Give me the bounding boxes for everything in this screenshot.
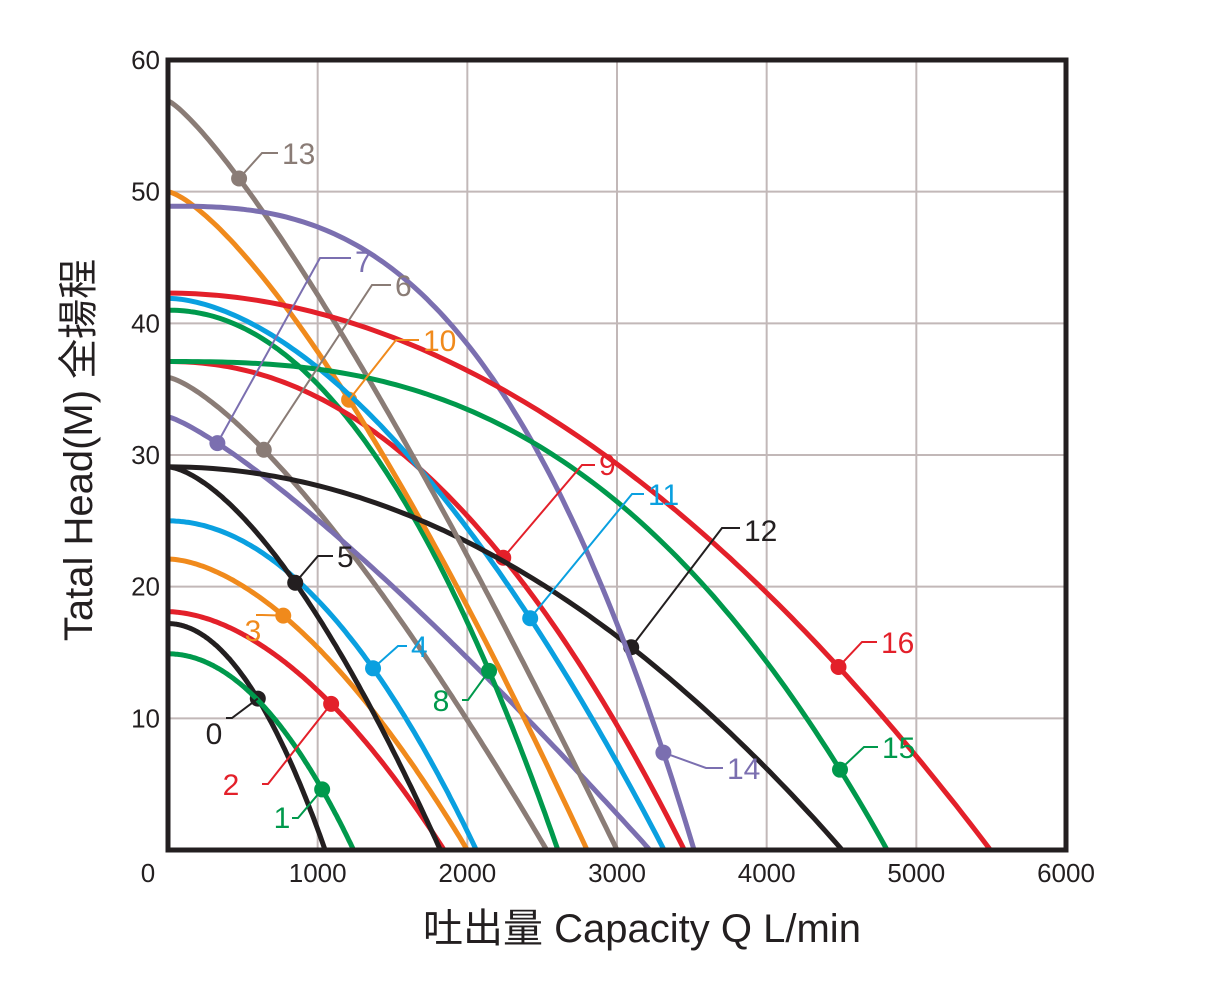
leader-line-9 [502,464,595,559]
curve-label-7: 7 [355,246,372,279]
x-tick-label: 1000 [289,858,347,888]
leader-line-5 [294,555,333,584]
leader-line-16 [837,641,877,668]
x-axis-title: 吐出量 Capacity Q L/min [423,907,861,951]
y-tick-label: 60 [131,45,160,75]
curve-14 [168,203,697,851]
leader-line-10 [348,339,419,401]
curve-0 [167,621,328,851]
curve-label-0: 0 [206,718,223,751]
curves [166,98,993,852]
curve-label-6: 6 [395,270,412,303]
curve-label-15: 15 [882,732,915,765]
curve-label-13: 13 [282,138,315,171]
curve-label-12: 12 [744,515,777,548]
x-tick-label: 2000 [438,858,496,888]
curve-label-16: 16 [881,627,914,660]
leader-line-3 [256,614,284,617]
curve-label-14: 14 [727,753,760,786]
x-tick-label: 6000 [1037,858,1095,888]
curve-label-3: 3 [245,615,262,648]
curve-3 [167,556,470,852]
y-tick-label: 40 [131,308,160,338]
plot-frame [165,57,1069,853]
curve-1 [168,651,356,852]
curve-8 [168,307,561,851]
curve-12 [167,464,845,852]
leader-line-12 [630,527,740,648]
y-tick-label: 10 [131,703,160,733]
leader-line-14 [663,751,723,769]
leader-line-2 [262,703,332,785]
leader-line-7 [216,257,351,444]
leader-line-15 [839,746,878,771]
leader-line-1 [292,788,323,819]
curve-16 [168,290,993,852]
curve-10 [167,189,590,852]
curve-4 [167,518,479,852]
leader-line-11 [529,493,644,619]
y-axis-title: Tatal Head(M) 全揚程 [57,259,101,641]
curve-7 [167,414,652,852]
curve-5 [167,464,443,852]
y-tick-label: 20 [131,572,160,602]
curve-label-9: 9 [599,449,616,482]
leader-line-4 [372,645,407,670]
curve-15 [168,359,890,852]
curve-label-10: 10 [423,325,456,358]
curve-label-8: 8 [433,685,450,718]
x-tick-label: 5000 [887,858,945,888]
curve-label-5: 5 [337,541,354,574]
x-tick-label: 4000 [738,858,796,888]
curve-label-4: 4 [411,631,428,664]
leader-line-0 [226,697,259,719]
leader-line-13 [238,152,278,180]
curve-label-11: 11 [648,479,679,512]
y-tick-label: 30 [131,440,160,470]
leader-line-6 [262,284,391,451]
x-tick-label: 3000 [588,858,646,888]
curve-label-1: 1 [274,802,291,835]
x-tick-label: 0 [141,858,155,888]
leader-line-8 [462,670,490,701]
curve-label-2: 2 [223,769,240,802]
y-tick-label: 50 [131,177,160,207]
curve-2 [168,609,447,852]
grid [168,60,1066,850]
